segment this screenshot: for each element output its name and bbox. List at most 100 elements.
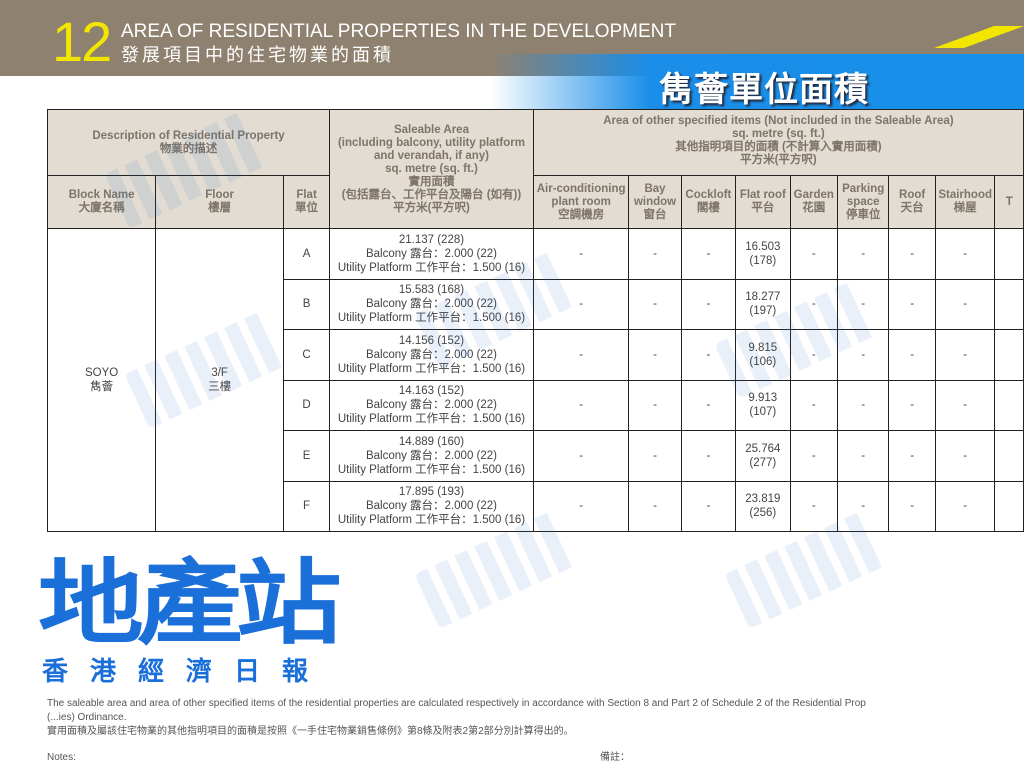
saleable-area-cell: 15.583 (168) Balcony 露台：2.000 (22) Utility… (329, 278, 534, 330)
bay-cell: - (628, 278, 682, 330)
cockloft-cell: - (680, 480, 737, 532)
bay-cell: - (628, 430, 682, 482)
stairhood-cell: - (934, 278, 996, 330)
roof-cell: - (888, 430, 936, 482)
saleable-area-cell: 14.889 (160) Balcony 露台：2.000 (22) Utility… (329, 430, 534, 482)
header-line: 平台 (751, 202, 775, 214)
header-other-col: Bay window 窗台 (628, 175, 682, 229)
ac-cell: - (532, 329, 630, 381)
roof-cell: - (888, 278, 936, 330)
header-line: Garden (793, 189, 834, 201)
table-row: E 14.889 (160) Balcony 露台：2.000 (22) Utilit… (48, 430, 1024, 482)
roof-cell: - (888, 379, 936, 431)
ac-cell: - (532, 278, 630, 330)
header-other-col: Roof 天台 (888, 175, 936, 229)
bay-cell: - (628, 228, 682, 280)
table-row: C 14.156 (152) Balcony 露台：2.000 (22) Utilit… (48, 329, 1024, 381)
total-cell (994, 228, 1024, 280)
ac-cell: - (532, 430, 630, 482)
block-name-cell: SOYO 雋薈 (46, 228, 157, 532)
ac-cell: - (532, 379, 630, 431)
garden-cell: - (789, 430, 839, 482)
table-row: D 14.163 (152) Balcony 露台：2.000 (22) Utilit… (48, 379, 1024, 431)
parking-cell: - (837, 480, 890, 532)
header-line: and verandah, if any) (373, 149, 489, 162)
garden-cell: - (789, 480, 839, 532)
header-other-col: T (994, 175, 1024, 229)
table-row: B 15.583 (168) Balcony 露台：2.000 (22) Utilit… (48, 278, 1024, 330)
total-cell (994, 379, 1024, 431)
parking-cell: - (837, 430, 890, 482)
total-cell (994, 329, 1024, 381)
floor-cell: 3/F 三樓 (155, 228, 285, 532)
bay-cell: - (628, 379, 682, 431)
area-table: Description of Residential Property 物業的描述… (46, 109, 1024, 532)
parking-cell: - (837, 228, 890, 280)
roof-cell: - (888, 228, 936, 280)
header-line: space (846, 195, 880, 208)
header-line: (包括露台、工作平台及陽台 (如有)) (341, 188, 522, 201)
roof-cell: - (888, 480, 936, 532)
saleable-area-cell: 14.163 (152) Balcony 露台：2.000 (22) Utility… (329, 379, 534, 431)
decorative-stripe (934, 26, 1024, 48)
header-line: 窗台 (643, 208, 667, 221)
title-banner: 雋薈單位面積 (490, 54, 1024, 110)
garden-cell: - (789, 228, 839, 280)
header-line: sq. metre (sq. ft.) (732, 128, 825, 140)
header-line: T (1005, 195, 1013, 208)
garden-cell: - (789, 278, 839, 330)
header-line: (including balcony, utility platform (337, 136, 525, 149)
flat-roof-cell: 18.277 (197) (735, 278, 791, 330)
cockloft-cell: - (680, 228, 737, 280)
header-line: 平方米(平方呎) (740, 154, 817, 166)
section-title-en: AREA OF RESIDENTIAL PROPERTIES IN THE DE… (121, 21, 676, 42)
notes-label-en: Notes: (47, 752, 76, 763)
header-other-col: Cockloft 閣樓 (680, 175, 737, 229)
header-floor: Floor 樓層 (155, 175, 285, 229)
section-number: 12 (52, 10, 112, 73)
stairhood-cell: - (934, 430, 996, 482)
section-title-zh: 發展項目中的住宅物業的面積 (121, 45, 394, 65)
header-other-col: Garden 花園 (789, 175, 839, 229)
header-other-col: Parking space 停車位 (837, 175, 890, 229)
stairhood-cell: - (934, 379, 996, 431)
footnote-en-2: (...ies) Ordinance. (47, 712, 127, 723)
flat-roof-cell: 9.913 (107) (735, 379, 791, 431)
header-other-items: Area of other specified items (Not inclu… (532, 109, 1024, 176)
header-line: 實用面積 (408, 175, 455, 188)
header-line: 空調機房 (558, 208, 605, 221)
flat-cell: D (283, 379, 331, 431)
cockloft-cell: - (680, 430, 737, 482)
parking-cell: - (837, 379, 890, 431)
flat-roof-cell: 9.815 (106) (735, 329, 791, 381)
header-line: Cockloft (685, 189, 732, 201)
header-other-col: Flat roof 平台 (735, 175, 791, 229)
header-line: Roof (899, 189, 926, 201)
total-cell (994, 480, 1024, 532)
header-other-col: Air-conditioning plant room 空調機房 (532, 175, 630, 229)
header-line: Bay (644, 182, 666, 195)
total-cell (994, 430, 1024, 482)
footnote-zh: 實用面積及屬該住宅物業的其他指明項目的面積是按照《一手住宅物業銷售條例》第8條及… (47, 726, 574, 737)
header-block-name: Block Name 大廈名稱 (46, 175, 157, 229)
banner-title: 雋薈單位面積 (659, 71, 869, 109)
saleable-area-cell: 14.156 (152) Balcony 露台：2.000 (22) Utility… (329, 329, 534, 381)
cockloft-cell: - (680, 329, 737, 381)
header-saleable-area: Saleable Area (including balcony, utility… (329, 109, 534, 229)
flat-cell: A (283, 228, 331, 280)
flat-cell: F (283, 480, 331, 532)
ac-cell: - (532, 480, 630, 532)
roof-cell: - (888, 329, 936, 381)
table-row: F 17.895 (193) Balcony 露台：2.000 (22) Utilit… (48, 480, 1024, 532)
header-line: Stairhood (938, 189, 993, 201)
header-line: Saleable Area (393, 123, 469, 136)
header-line: Parking (842, 182, 885, 195)
flat-roof-cell: 23.819 (256) (735, 480, 791, 532)
ac-cell: - (532, 228, 630, 280)
flat-cell: E (283, 430, 331, 482)
garden-cell: - (789, 379, 839, 431)
bay-cell: - (628, 329, 682, 381)
header-line: sq. metre (sq. ft.) (385, 162, 478, 175)
header-line: window (633, 195, 677, 208)
flat-roof-cell: 16.503 (178) (735, 228, 791, 280)
